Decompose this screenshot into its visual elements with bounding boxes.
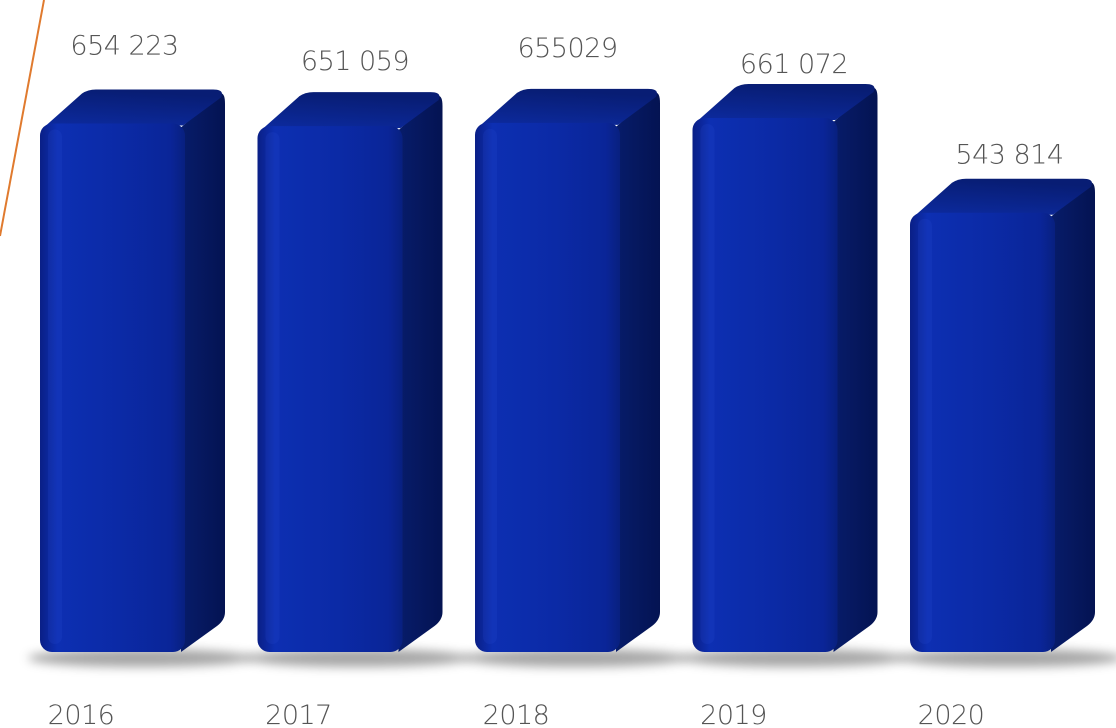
category-label-2019: 2019 [700,700,767,728]
bar-shadow [28,649,253,667]
bar-highlight [918,218,932,644]
bar-top-face [263,92,440,129]
category-labels-layer: 2016 2017 2018 2019 2020 [48,700,985,728]
bar-top-face [481,88,657,125]
value-label-2018: 655029 [517,33,617,64]
bar-side-face [616,92,660,652]
bar-2020 [898,178,1116,667]
bar-side-face [833,87,878,652]
bar-top-face [698,84,875,120]
value-label-2020: 543 814 [955,140,1063,171]
bar-front-face [910,212,1055,652]
bar-top-face [46,89,222,126]
bar-side-face [398,95,443,653]
bar-highlight [265,132,280,644]
accent-line [0,0,45,237]
category-label-2017: 2017 [265,700,332,728]
bar-shadow [463,649,688,667]
bar-2018 [463,88,688,667]
bar-front-face [475,122,620,652]
value-labels-layer: 654 223 651 059 655029 661 072 543 814 [70,31,1064,171]
bar-front-face [257,126,403,653]
bar-highlight [483,128,497,644]
bar-2019 [680,84,906,667]
bar-front-face [692,118,838,652]
bar-shadow [680,649,906,667]
bar-shadow [898,649,1116,667]
bar-side-face [1051,182,1095,653]
bar-2016 [28,89,253,667]
category-label-2016: 2016 [48,700,115,728]
value-label-2017: 651 059 [301,46,409,77]
bar-highlight [48,129,62,644]
bar-highlight [700,124,715,644]
value-label-2019: 661 072 [740,49,848,80]
category-label-2018: 2018 [483,700,550,728]
bar-2017 [245,92,471,667]
bar-front-face [40,123,185,653]
bars-layer [28,84,1116,667]
bar-side-face [181,93,225,652]
bar-top-face [916,178,1092,215]
category-label-2020: 2020 [918,700,985,728]
bar-shadow [245,649,471,667]
value-label-2016: 654 223 [70,31,178,62]
